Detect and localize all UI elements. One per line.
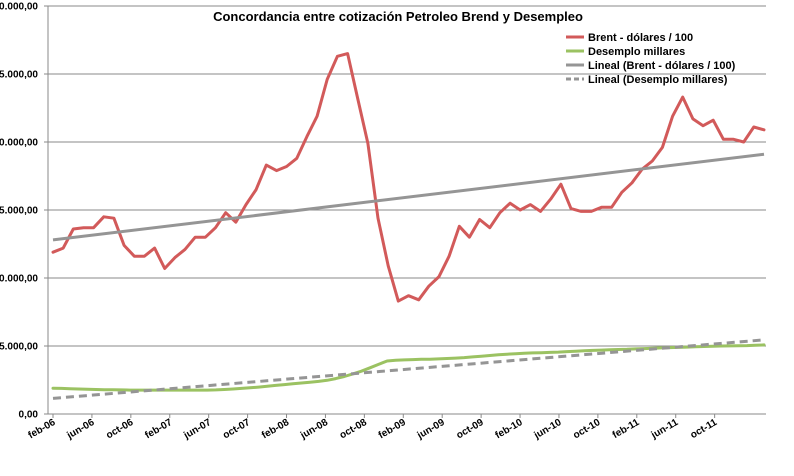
- legend-label: Brent - dólares / 100: [588, 32, 693, 44]
- y-tick-label: 0,00: [19, 410, 39, 421]
- trendline-desempleo: [52, 338, 765, 400]
- legend-label: Lineal (Desemplo millares): [588, 74, 728, 86]
- y-tick-label: 10.000,00: [0, 274, 38, 285]
- legend-label: Desemplo millares: [588, 46, 685, 58]
- legend: Brent - dólares / 100 Desemplo millares Li…: [566, 32, 736, 86]
- axes: [44, 5, 766, 418]
- trendline-brent: [52, 152, 765, 242]
- y-tick-label: 20.000,00: [0, 138, 38, 149]
- chart-title: Concordancia entre cotización Petroleo B…: [213, 9, 583, 24]
- y-axis-tick-labels: 0,00 5.000,00 10.000,00 15.000,00 20.000,00 2…: [0, 2, 38, 421]
- y-tick-label: 25.000,00: [0, 70, 38, 81]
- gridlines: [48, 5, 766, 347]
- series-line-brent: [51, 52, 766, 303]
- y-tick-label: 30.000,00: [0, 2, 38, 13]
- y-tick-label: 5.000,00: [0, 342, 38, 353]
- legend-label: Lineal (Brent - dólares / 100): [588, 60, 736, 72]
- y-tick-label: 15.000,00: [0, 206, 38, 217]
- series-lines: [51, 52, 766, 400]
